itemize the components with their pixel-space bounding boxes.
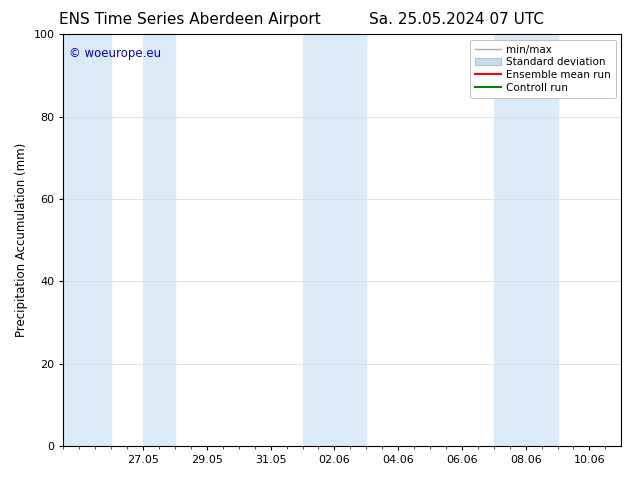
Bar: [302, 34, 366, 446]
Bar: [143, 34, 175, 446]
Text: ENS Time Series Aberdeen Airport: ENS Time Series Aberdeen Airport: [60, 12, 321, 27]
Legend: min/max, Standard deviation, Ensemble mean run, Controll run: min/max, Standard deviation, Ensemble me…: [470, 40, 616, 98]
Bar: [494, 34, 557, 446]
Text: © woeurope.eu: © woeurope.eu: [69, 47, 161, 60]
Bar: [63, 34, 111, 446]
Text: Sa. 25.05.2024 07 UTC: Sa. 25.05.2024 07 UTC: [369, 12, 544, 27]
Y-axis label: Precipitation Accumulation (mm): Precipitation Accumulation (mm): [15, 143, 28, 337]
